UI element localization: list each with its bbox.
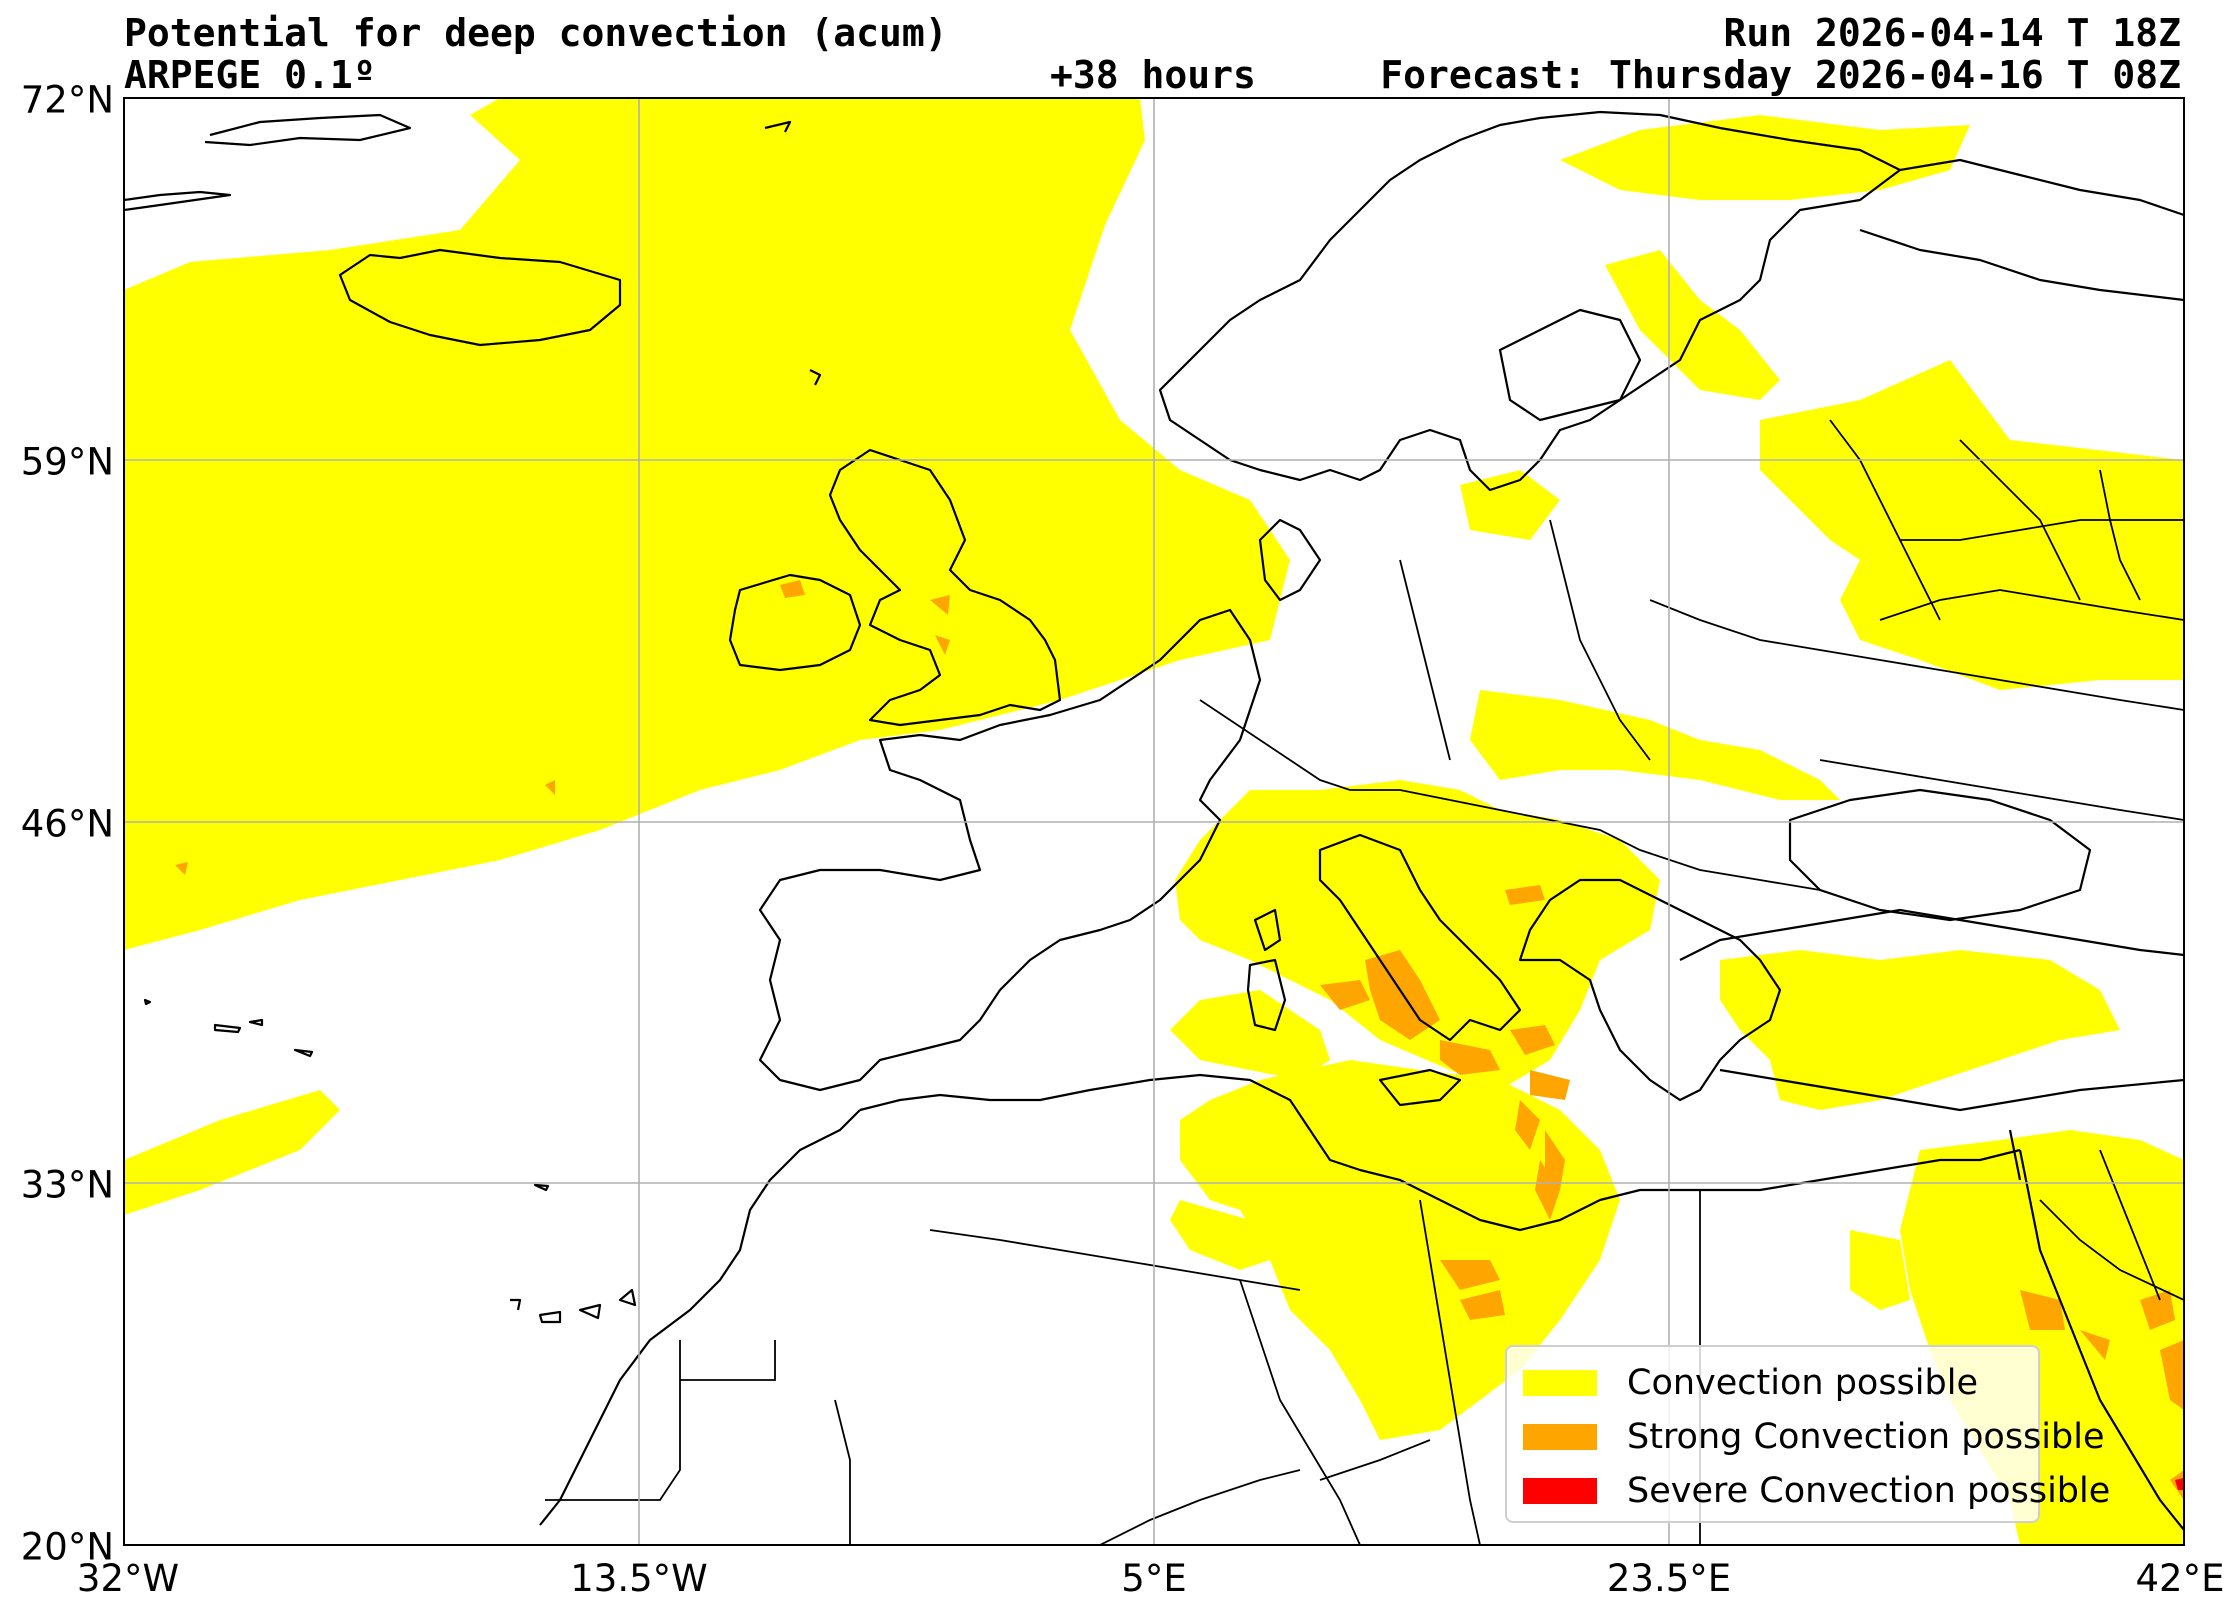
lat-label-33n: 33°N bbox=[20, 1163, 114, 1207]
run-label: Run 2026-04-14 T 18Z bbox=[1723, 11, 2181, 55]
map-title: Potential for deep convection (acum) bbox=[124, 11, 948, 55]
lat-label-59n: 59°N bbox=[20, 440, 114, 484]
country-borders bbox=[545, 419, 2184, 1545]
map-frame bbox=[123, 97, 2185, 1546]
graticule bbox=[124, 98, 2184, 1545]
convection-possible-areas bbox=[124, 98, 2184, 1545]
legend: Convection possible Strong Convection po… bbox=[1505, 1345, 2110, 1523]
severe-convection-areas bbox=[2175, 1478, 2184, 1490]
legend-item-strong-convection: Strong Convection possible bbox=[1523, 1417, 2105, 1457]
lon-label-5e: 5°E bbox=[1121, 1557, 1187, 1600]
lat-label-20n: 20°N bbox=[20, 1525, 114, 1569]
legend-swatch-strong-convection bbox=[1523, 1424, 1597, 1450]
model-label: ARPEGE 0.1º bbox=[124, 53, 376, 97]
forecast-label: Forecast: Thursday 2026-04-16 T 08Z bbox=[1380, 53, 2181, 97]
lon-label-13-5w: 13.5°W bbox=[570, 1557, 708, 1600]
lat-label-46n: 46°N bbox=[20, 802, 114, 846]
legend-label-severe-convection: Severe Convection possible bbox=[1627, 1471, 2111, 1511]
lat-label-72n: 72°N bbox=[20, 78, 114, 122]
legend-swatch-severe-convection bbox=[1523, 1478, 1597, 1504]
legend-swatch-convection bbox=[1523, 1370, 1597, 1396]
legend-label-strong-convection: Strong Convection possible bbox=[1627, 1417, 2105, 1457]
legend-item-severe-convection: Severe Convection possible bbox=[1523, 1471, 2110, 1511]
lon-label-42e: 42°E bbox=[2135, 1557, 2225, 1600]
lon-label-32w: 32°W bbox=[76, 1557, 180, 1600]
lead-time-label: +38 hours bbox=[1050, 53, 1256, 97]
lon-label-23-5e: 23.5°E bbox=[1606, 1557, 1732, 1600]
legend-item-convection: Convection possible bbox=[1523, 1363, 1978, 1403]
coastlines bbox=[124, 110, 2184, 1531]
legend-label-convection: Convection possible bbox=[1627, 1363, 1978, 1403]
